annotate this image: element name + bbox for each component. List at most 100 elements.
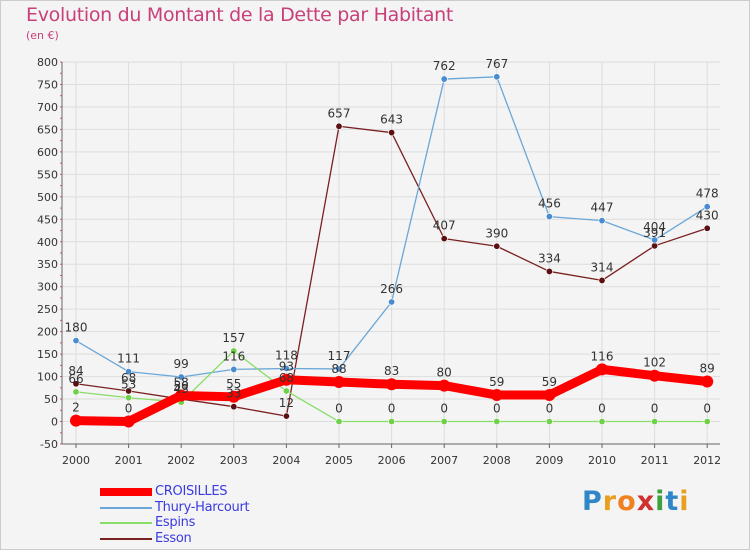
x-tick-label: 2000	[62, 454, 90, 467]
data-label: 657	[328, 106, 351, 120]
data-point	[493, 73, 501, 81]
logo-letter: i	[655, 486, 666, 517]
legend-swatch	[100, 537, 152, 540]
x-tick-label: 2001	[115, 454, 143, 467]
data-point	[72, 337, 80, 345]
data-label: 478	[696, 187, 719, 201]
data-point	[72, 388, 80, 396]
data-label: 0	[703, 402, 711, 416]
data-point	[282, 412, 290, 420]
logo-letter: P	[582, 486, 603, 517]
data-label: 643	[380, 113, 403, 127]
data-label: 390	[485, 226, 508, 240]
data-label: 59	[542, 375, 557, 389]
data-label: 33	[226, 387, 241, 401]
x-tick-label: 2008	[483, 454, 511, 467]
data-point	[125, 387, 133, 395]
x-tick-label: 2004	[272, 454, 300, 467]
y-tick-label: 650	[37, 123, 58, 136]
legend-label: Esson	[155, 530, 192, 546]
data-point	[598, 276, 606, 284]
data-point	[651, 418, 659, 426]
data-label: 83	[384, 364, 399, 378]
data-point	[230, 365, 238, 373]
data-label: 0	[598, 402, 606, 416]
data-point	[703, 418, 711, 426]
data-point	[125, 394, 133, 402]
data-point	[175, 389, 188, 402]
data-point	[440, 75, 448, 83]
legend-label: Espins	[155, 515, 196, 530]
data-label: 430	[696, 208, 719, 222]
data-point	[230, 347, 238, 355]
y-tick-label: 500	[37, 191, 58, 204]
data-label: 116	[222, 349, 245, 363]
x-tick-label: 2011	[641, 454, 669, 467]
data-label: 0	[651, 402, 659, 416]
data-label: 391	[643, 226, 666, 240]
data-label: 58	[174, 375, 189, 389]
data-label: 12	[279, 396, 294, 410]
data-point	[598, 418, 606, 426]
y-tick-label: 550	[37, 168, 58, 181]
data-label: 50	[174, 379, 189, 393]
data-point	[125, 368, 133, 376]
data-label: 89	[700, 362, 715, 376]
x-tick-label: 2002	[167, 454, 195, 467]
data-label: 762	[433, 59, 456, 73]
data-label: 456	[538, 197, 561, 211]
data-point	[70, 414, 82, 427]
data-point	[440, 418, 448, 426]
data-label: 43	[174, 382, 189, 396]
y-tick-label: 450	[37, 213, 58, 226]
data-label: 404	[643, 220, 666, 234]
data-label: 0	[335, 402, 343, 416]
data-label: 2	[72, 401, 80, 415]
y-tick-label: 700	[37, 101, 58, 114]
data-point	[493, 418, 501, 426]
data-point	[545, 267, 553, 275]
data-point	[596, 363, 608, 376]
data-point	[335, 122, 343, 130]
logo-letter: r	[602, 486, 618, 517]
x-tick-label: 2012	[693, 454, 721, 467]
data-label: 93	[279, 360, 294, 374]
y-tick-label: 400	[37, 236, 58, 249]
data-label: 68	[279, 371, 294, 385]
x-tick-label: 2003	[220, 454, 248, 467]
data-point	[651, 242, 659, 250]
data-label: 80	[437, 366, 452, 380]
data-label: 447	[591, 201, 614, 215]
data-point	[280, 373, 293, 386]
data-label: 68	[121, 371, 136, 385]
y-tick-label: 200	[37, 326, 58, 339]
legend-swatch	[100, 506, 152, 509]
data-label: 102	[643, 356, 666, 370]
proxiti-logo: Proxiti	[582, 486, 690, 517]
data-label: 0	[546, 402, 554, 416]
data-point	[701, 375, 714, 388]
data-label: 117	[328, 349, 351, 363]
legend-swatch	[100, 488, 152, 496]
data-point	[388, 129, 396, 137]
logo-letter: i	[679, 486, 690, 517]
data-label: 118	[275, 348, 298, 362]
data-label: 84	[68, 364, 83, 378]
data-point	[438, 379, 451, 392]
legend-label: Thury-Harcourt	[155, 499, 250, 515]
x-tick-label: 2006	[378, 454, 406, 467]
data-label: 0	[125, 402, 133, 416]
data-point	[388, 418, 396, 426]
data-point	[703, 203, 711, 211]
logo-letter: o	[617, 486, 637, 517]
data-label: 116	[591, 349, 614, 363]
data-label: 266	[380, 282, 403, 296]
data-point	[72, 380, 80, 388]
data-label: 88	[331, 362, 346, 376]
data-point	[282, 364, 290, 372]
chart-subtitle: (en €)	[26, 29, 59, 42]
data-point	[545, 418, 553, 426]
logo-letter: t	[665, 486, 680, 517]
y-tick-label: 800	[37, 56, 58, 69]
data-label: 314	[591, 260, 614, 274]
